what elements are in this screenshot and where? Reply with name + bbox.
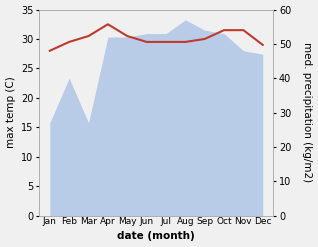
- Y-axis label: med. precipitation (kg/m2): med. precipitation (kg/m2): [302, 42, 313, 183]
- Y-axis label: max temp (C): max temp (C): [5, 77, 16, 148]
- X-axis label: date (month): date (month): [117, 231, 195, 242]
